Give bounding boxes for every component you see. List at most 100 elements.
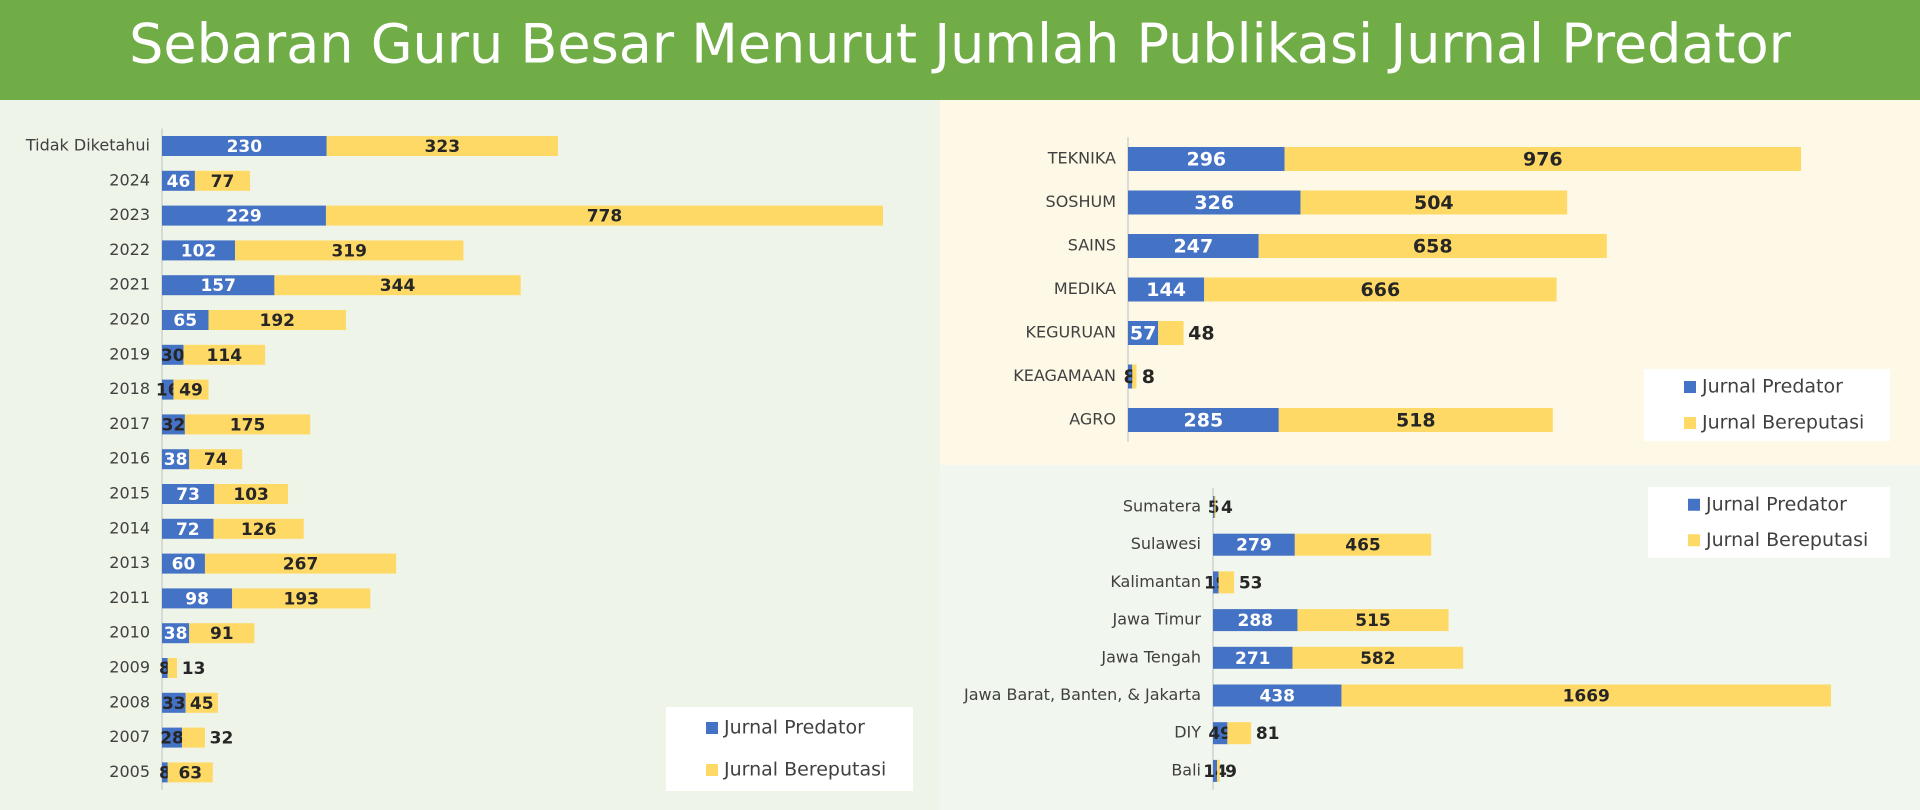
value-label: 157 [200,276,236,296]
value-label: 49 [179,381,203,401]
bar-segment [213,518,304,539]
bar-segment [1292,646,1464,669]
bar-segment [162,658,168,678]
value-label: 666 [1361,279,1401,301]
bar-segment [1213,722,1228,745]
value-label: 77 [211,172,235,192]
category-label: AGRO [1069,410,1116,429]
bar-segment [1297,609,1449,632]
category-label: KEAGAMAAN [1013,366,1116,385]
header [0,0,1920,100]
value-label: 319 [331,241,367,261]
legend-label: Jurnal Bereputasi [723,759,886,781]
value-label: 271 [1235,649,1271,669]
value-label: 778 [587,207,623,227]
bar-segment [1128,408,1279,432]
bar-segment [173,379,209,400]
category-label: 2018 [109,379,150,398]
bar-segment [1128,277,1205,302]
value-label: 38 [164,624,188,644]
bar-segment [162,588,233,609]
category-label: 2023 [109,205,150,224]
value-label: 48 [1188,323,1214,345]
legend-swatch [1688,498,1700,511]
category-label: Sumatera [1123,497,1201,516]
category-label: DIY [1174,723,1201,742]
bar-segment [326,136,558,156]
category-label: 2021 [109,275,150,294]
bar-segment [162,692,186,713]
category-label: 2008 [109,692,150,711]
category-label: Tidak Diketahui [25,136,150,155]
value-label: 81 [1256,724,1280,744]
legend-label: Jurnal Predator [1705,493,1847,515]
bar-segment [1217,759,1220,782]
value-label: 8 [159,659,171,679]
value-label: 63 [178,763,202,783]
legend-box [666,707,913,791]
value-label: 229 [226,207,262,227]
category-label: 2017 [109,414,150,433]
bar-segment [162,727,183,748]
bar-segment [162,762,168,783]
value-label: 438 [1259,687,1295,707]
value-label: 976 [1523,149,1563,171]
category-label: Jawa Timur [1111,610,1201,629]
bar-segment [325,205,883,226]
value-label: 323 [425,137,461,157]
bar-segment [162,275,275,296]
category-label: 2014 [109,518,150,537]
bar-segment [162,623,190,644]
bar-segment [1213,646,1293,669]
bar-segment [162,414,185,435]
value-label: 247 [1174,236,1214,258]
value-label: 1669 [1563,687,1610,707]
category-label: 2011 [109,588,150,607]
value-label: 288 [1237,611,1273,631]
value-label: 5 [1208,498,1220,518]
bar-segment [194,170,251,191]
value-label: 45 [190,694,214,714]
bar-segment [167,658,178,678]
category-label: Jawa Barat, Banten, & Jakarta [963,685,1201,704]
legend-swatch [706,722,718,734]
value-label: 38 [164,450,188,470]
bar-segment [162,240,236,261]
value-label: 126 [241,520,277,540]
legend-swatch [1684,417,1696,429]
value-label: 465 [1345,536,1381,556]
bar-segment [1213,609,1298,632]
bar-segment [167,762,213,783]
category-label: Jawa Tengah [1100,647,1201,666]
value-label: 344 [380,276,416,296]
bar-segment [162,170,195,191]
bar-segment [184,414,311,435]
legend-swatch [1684,381,1696,393]
value-label: 49 [1208,724,1232,744]
value-label: 102 [181,241,217,261]
value-label: 4 [1221,498,1233,518]
category-label: 2015 [109,484,150,503]
bar-segment [162,344,184,365]
value-label: 32 [162,415,186,435]
bar-segment [162,449,190,470]
value-label: 14 [1203,762,1227,782]
value-label: 193 [284,589,320,609]
category-label: Kalimantan [1110,572,1201,591]
value-label: 175 [230,415,266,435]
category-label: 2007 [109,727,150,746]
legend-label: Jurnal Predator [723,717,865,739]
bar-segment [1294,533,1432,556]
page-title: Sebaran Guru Besar Menurut Jumlah Publik… [129,13,1791,76]
bar-segment [162,484,215,504]
value-label: 32 [210,729,234,749]
bar-segment [1204,277,1557,302]
bar-segment [208,310,347,330]
value-label: 74 [204,450,228,470]
value-label: 46 [167,172,191,192]
bar-segment [1213,496,1215,518]
bar-segment [162,136,327,156]
value-label: 65 [173,311,197,331]
category-label: KEGURUAN [1026,323,1116,342]
